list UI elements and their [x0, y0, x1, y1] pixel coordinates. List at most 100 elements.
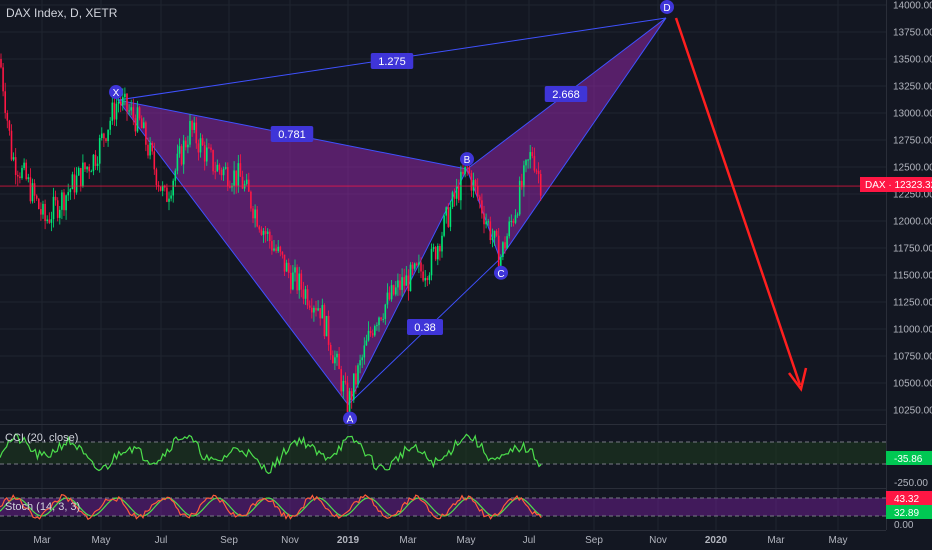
candle-body — [31, 183, 34, 202]
candle-body — [172, 180, 174, 196]
candle-body — [397, 280, 399, 288]
candle-body — [149, 142, 151, 156]
arrow-shaft — [674, 17, 802, 386]
candle-body — [485, 221, 487, 225]
stoch-d-text: 32.89 — [894, 508, 919, 519]
point-marker — [494, 265, 508, 280]
candle-body — [166, 187, 168, 202]
candle-body — [10, 130, 13, 160]
projection-arrow[interactable] — [674, 17, 808, 392]
candle-body — [40, 209, 42, 215]
candle-body — [227, 167, 229, 187]
candle-body — [250, 191, 252, 209]
candle-body — [323, 305, 326, 337]
candle-body — [531, 152, 534, 157]
candle-body — [241, 176, 244, 189]
candle-body — [63, 192, 65, 211]
candle-body — [168, 198, 170, 202]
candle-body — [260, 229, 263, 235]
candle-body — [422, 271, 424, 281]
stoch-band — [0, 498, 886, 516]
candle-body — [161, 185, 164, 191]
stoch-pane[interactable] — [0, 494, 886, 521]
candle-body — [237, 163, 240, 186]
stoch-k-badge: 43.32 — [886, 491, 932, 505]
point-marker — [660, 0, 674, 14]
candle-body — [401, 277, 403, 290]
candle-body — [455, 186, 458, 199]
price-tick: 12500.00 — [893, 163, 932, 174]
cci-pane[interactable] — [0, 433, 886, 475]
price-tick: 10500.00 — [893, 379, 932, 390]
price-tick: 11500.00 — [893, 271, 932, 282]
time-tick: Jul — [155, 535, 168, 546]
candle-body — [27, 177, 30, 180]
candle-body — [212, 150, 214, 172]
candle-body — [94, 154, 97, 166]
candle-body — [92, 154, 95, 172]
candle-body — [69, 189, 72, 193]
candle-body — [67, 192, 69, 196]
candle-body — [458, 186, 460, 201]
candle-body — [19, 176, 21, 179]
candle-body — [254, 209, 256, 219]
candle-body — [147, 144, 149, 156]
candle-body — [170, 195, 172, 199]
candle-body — [203, 145, 206, 162]
candle-body — [384, 304, 387, 319]
candle-body — [380, 317, 382, 320]
candle-body — [29, 177, 32, 202]
candle-body — [176, 153, 179, 171]
candle-body — [75, 175, 78, 193]
point-label: B — [464, 155, 471, 166]
candle-body — [283, 254, 286, 272]
cci-value-badge: -35.86 — [886, 451, 932, 465]
candle-body — [495, 230, 498, 236]
time-tick: May — [457, 535, 476, 546]
price-tick: 11250.00 — [893, 298, 932, 309]
candle-body — [44, 203, 46, 221]
candle-body — [281, 251, 284, 255]
candle-body — [134, 118, 137, 132]
candle-body — [535, 170, 538, 172]
candle-body — [371, 333, 374, 336]
candle-body — [266, 231, 269, 234]
candle-body — [105, 138, 107, 142]
candle-body — [319, 308, 321, 319]
point-label: A — [347, 415, 354, 426]
candle-body — [271, 241, 273, 251]
price-tick: 12750.00 — [893, 136, 932, 147]
candle-body — [290, 272, 292, 290]
cci-band — [0, 442, 886, 464]
candle-body — [302, 289, 305, 299]
ratio-label-box — [370, 53, 414, 69]
candle-body — [285, 262, 288, 272]
candle-body — [390, 285, 393, 300]
candle-body — [111, 102, 114, 121]
harmonic-pattern[interactable] — [116, 17, 667, 406]
candle-body — [115, 103, 118, 120]
time-axis[interactable]: Mar May Jul Sep Nov 2019 Mar May Jul Sep Nov 2020 Ma… — [33, 535, 847, 546]
candle-body — [229, 186, 231, 188]
candle-body — [199, 138, 202, 153]
candle-body — [145, 122, 147, 145]
candle-body — [504, 242, 506, 249]
candle-body — [313, 307, 315, 313]
price-axis[interactable]: 14000.00 13750.00 13500.00 13250.00 13000.00… — [886, 0, 932, 530]
candle-body — [521, 180, 523, 188]
time-tick: Sep — [585, 535, 603, 546]
candle-body — [136, 107, 139, 132]
ratio-label-box — [270, 126, 314, 142]
candle-body — [35, 195, 38, 199]
ratio-label: 2.668 — [552, 89, 580, 101]
candle-body — [273, 248, 275, 251]
candle-body — [411, 264, 414, 269]
candle-body — [235, 170, 237, 186]
cci-value-text: -35.86 — [894, 454, 923, 465]
time-tick: 2019 — [337, 535, 360, 546]
candle-body — [210, 147, 212, 151]
candle-body — [164, 185, 166, 188]
candle-body — [38, 198, 40, 210]
candle-body — [218, 164, 221, 170]
